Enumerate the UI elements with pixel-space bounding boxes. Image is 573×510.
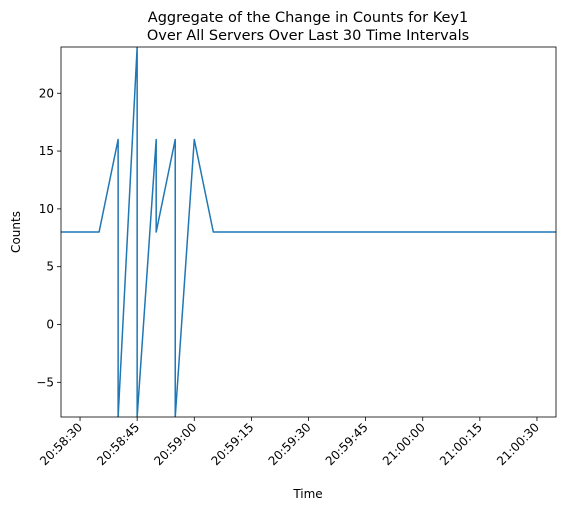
x-tick-label: 20:58:45 xyxy=(94,420,142,468)
x-tick-label: 21:00:15 xyxy=(437,420,485,468)
x-axis-ticks: 20:58:30 20:58:45 20:59:00 20:59:15 20:59:30… xyxy=(37,417,542,468)
y-tick-label: −5 xyxy=(36,375,54,389)
y-axis-ticks: −5 0 5 10 15 20 xyxy=(36,86,61,389)
y-axis-label: Counts xyxy=(9,211,23,253)
x-tick-label: 21:00:30 xyxy=(494,420,542,468)
chart-title-line-1: Aggregate of the Change in Counts for Ke… xyxy=(148,10,468,26)
x-axis-label: Time xyxy=(292,487,322,501)
series-line xyxy=(61,47,556,417)
y-tick-label: 5 xyxy=(46,260,54,274)
y-tick-label: 15 xyxy=(39,144,54,158)
y-tick-label: 10 xyxy=(39,202,54,216)
y-tick-label: 0 xyxy=(46,318,54,332)
x-tick-label: 20:59:45 xyxy=(323,420,371,468)
plot-frame xyxy=(60,46,557,418)
x-tick-label: 20:59:15 xyxy=(208,420,256,468)
x-tick-label: 21:00:00 xyxy=(380,420,428,468)
x-tick-label: 20:59:00 xyxy=(151,420,199,468)
x-tick-label: 20:58:30 xyxy=(37,420,85,468)
y-tick-label: 20 xyxy=(39,86,54,100)
chart-title-line-2: Over All Servers Over Last 30 Time Inter… xyxy=(147,28,469,44)
x-tick-label: 20:59:30 xyxy=(266,420,314,468)
